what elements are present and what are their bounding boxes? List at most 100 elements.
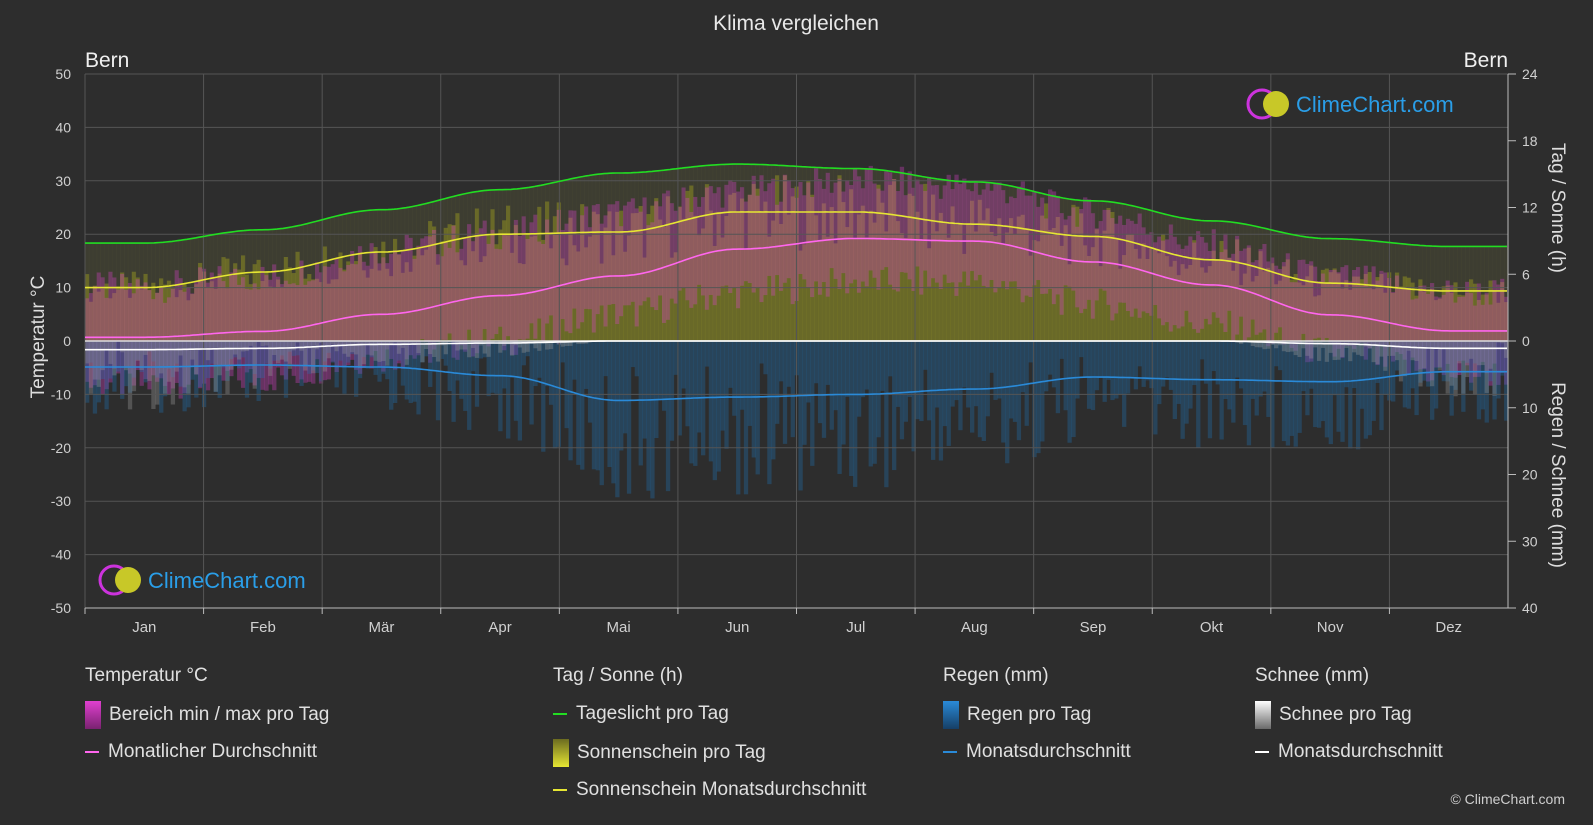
sunshine-bar [969, 200, 975, 341]
sunshine-bar [1359, 279, 1365, 341]
daylight-bar [400, 208, 406, 341]
rain-bar [1125, 341, 1131, 394]
temp-range-bar [443, 241, 448, 340]
rain-bar [186, 341, 191, 408]
temp-range-bar [646, 225, 651, 298]
right-bottom-tick-label: 20 [1522, 467, 1538, 483]
sunshine-bar [213, 288, 218, 341]
snow-bar [517, 341, 523, 348]
temp-range-bar [1223, 233, 1228, 332]
daylight-bar [626, 172, 632, 341]
sunshine-bar [396, 254, 402, 341]
snow-bar [1258, 341, 1263, 348]
temp-range-bar [209, 272, 215, 379]
rain-bar [217, 341, 222, 398]
temp-range-bar [198, 267, 203, 389]
right-bottom-tick-label: 40 [1522, 600, 1538, 616]
sunshine-bar [287, 267, 293, 341]
sunshine-bar [1098, 266, 1103, 341]
daylight-bar [1200, 220, 1205, 341]
daylight-bar [712, 164, 717, 341]
temp-range-bar [825, 172, 831, 297]
rain-bar [825, 341, 831, 385]
daylight-bar [377, 209, 382, 341]
sunshine-bar [490, 209, 495, 341]
rain-bar [1059, 341, 1064, 359]
sunshine-bar [295, 251, 300, 341]
rain-bar [739, 341, 745, 410]
rain-bar [1414, 341, 1419, 416]
rain-bar [837, 341, 842, 474]
rain-bar [385, 341, 390, 380]
daylight-bar [470, 192, 476, 341]
snow-bar [365, 341, 370, 345]
snow-bar [490, 341, 495, 343]
daylight-bar [385, 209, 390, 341]
sunshine-bar [1067, 264, 1072, 341]
daylight-bar [155, 242, 160, 341]
temp-range-bar [814, 168, 819, 282]
rain-bar [1067, 341, 1072, 443]
legend-snow-avg: Monatsdurchschnitt [1255, 741, 1443, 763]
rain-bar [638, 341, 643, 466]
sunshine-bar [584, 247, 589, 341]
x-tick-label: Apr [488, 619, 511, 636]
rain-bar [354, 341, 359, 397]
temp-range-bar [907, 171, 912, 280]
sunshine-bar [272, 287, 277, 341]
location-right: Bern [1464, 49, 1508, 72]
temp-range-bar [1203, 242, 1209, 319]
left-tick-label: 10 [55, 280, 71, 296]
sunshine-bar [888, 184, 893, 341]
sunshine-bar [946, 237, 951, 341]
sunshine-bar [677, 206, 682, 341]
daylight-bar [1254, 226, 1259, 341]
temp-range-bar [888, 172, 893, 285]
temp-range-bar [1492, 280, 1497, 364]
daylight-bar [751, 164, 756, 341]
daylight-bar [315, 221, 320, 341]
rain-bar [408, 341, 413, 403]
sunshine-bar [856, 214, 862, 341]
sunshine-bar [576, 251, 581, 341]
temp-range-bar [1355, 267, 1361, 345]
sunshine-bar [1426, 289, 1431, 341]
rain-bar [595, 341, 601, 471]
sunshine-bar [307, 274, 312, 341]
temp-range-bar [1200, 237, 1205, 329]
daylight-bar [1008, 186, 1014, 341]
x-tick-label: Aug [961, 619, 988, 636]
temp-range-bar [1090, 213, 1096, 319]
rain-bar [1472, 341, 1478, 364]
temp-range-bar [572, 210, 577, 309]
temp-range-bar [1188, 236, 1193, 323]
sunshine-bar [318, 282, 324, 341]
rain-bar [307, 341, 312, 374]
rain-bar [1180, 341, 1185, 439]
snow-bar [244, 341, 250, 352]
daylight-bar [1141, 208, 1146, 341]
sunshine-bar [560, 258, 565, 341]
temp-range-bar [447, 247, 452, 334]
sunshine-bar [658, 219, 663, 341]
rain-bar [1153, 341, 1158, 435]
temp-range-bar [1461, 296, 1466, 361]
sunshine-bar [1227, 257, 1232, 341]
temp-range-bar [1024, 195, 1029, 296]
daylight-bar [985, 182, 990, 341]
temp-range-bar [915, 179, 920, 267]
daylight-bar [1235, 222, 1240, 341]
rain-bar [276, 341, 281, 361]
rain-bar [338, 341, 343, 361]
snow-bar [1266, 341, 1271, 349]
snow-bar [108, 341, 113, 364]
rain-bar [264, 341, 269, 364]
daylight-bar [123, 243, 129, 341]
sunshine-bar [626, 235, 632, 341]
temp-range-bar [665, 190, 671, 320]
sunshine-bar [911, 195, 916, 341]
rain-bar [1367, 341, 1372, 436]
daylight-bar [708, 165, 714, 341]
rain-bar [350, 341, 355, 355]
daylight-bar [923, 176, 928, 341]
